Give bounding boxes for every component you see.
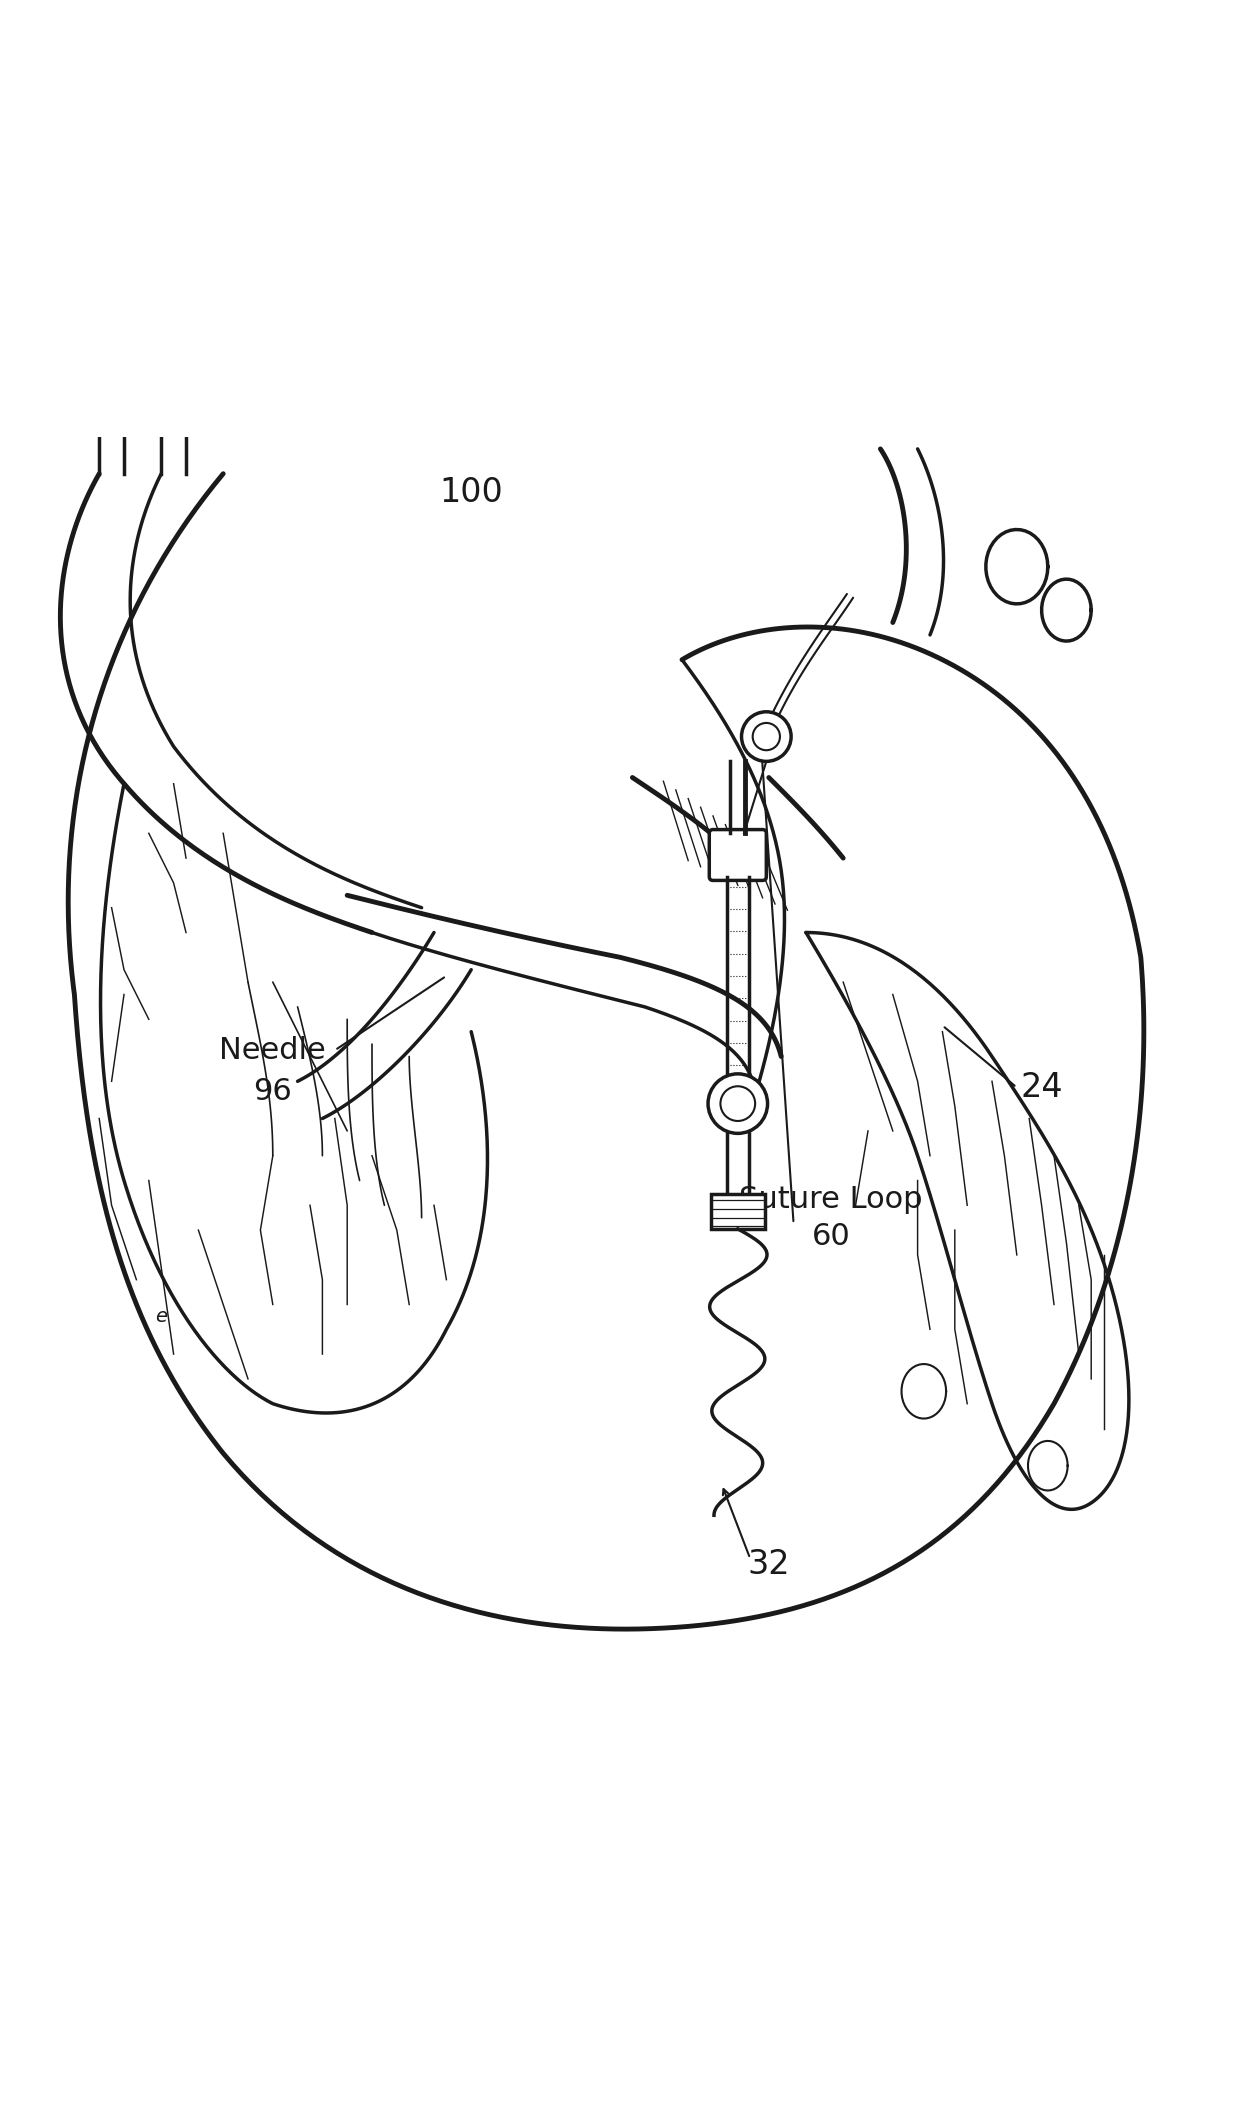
Text: 60: 60	[811, 1221, 851, 1251]
Text: Suture Loop: Suture Loop	[739, 1185, 923, 1213]
Circle shape	[753, 723, 780, 750]
Circle shape	[708, 1073, 768, 1133]
Text: 24: 24	[1021, 1071, 1063, 1103]
Circle shape	[742, 712, 791, 761]
Text: 100: 100	[439, 475, 503, 509]
Text: 32: 32	[748, 1549, 790, 1581]
Bar	[711, 1194, 765, 1230]
FancyBboxPatch shape	[709, 830, 766, 881]
Text: 96: 96	[253, 1078, 293, 1105]
Text: Needle: Needle	[219, 1035, 326, 1065]
Text: e: e	[155, 1308, 167, 1327]
Circle shape	[720, 1086, 755, 1122]
